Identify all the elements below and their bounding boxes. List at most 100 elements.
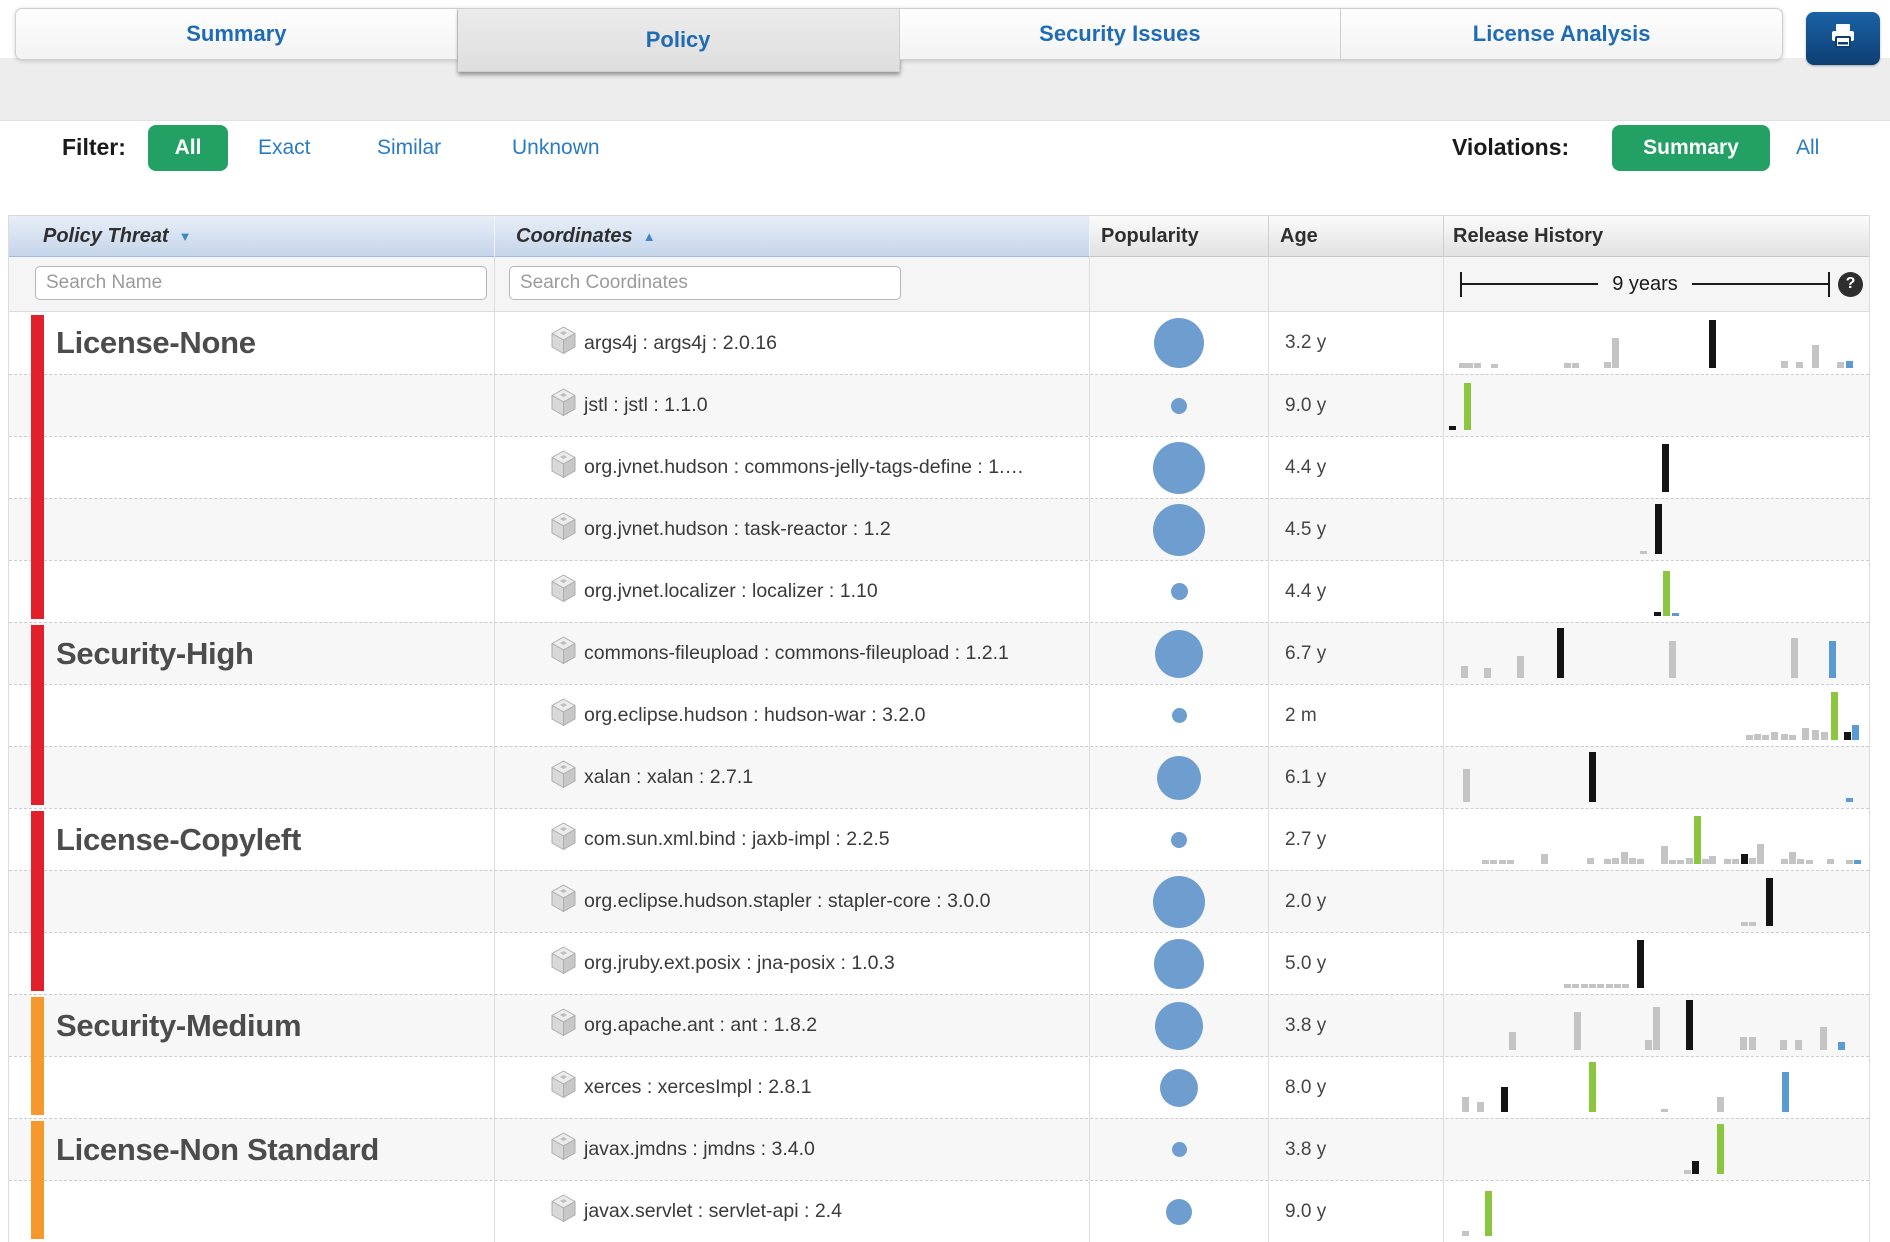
tab-policy[interactable]: Policy: [457, 8, 900, 72]
table-row[interactable]: org.eclipse.hudson : hudson-war : 3.2.0 2…: [9, 684, 1869, 746]
column-header-age[interactable]: Age: [1269, 216, 1444, 257]
table-row[interactable]: xalan : xalan : 2.7.1 6.1 y: [9, 746, 1869, 808]
table-search-row: 9 years ?: [9, 257, 1869, 312]
scale-line-left: [1462, 283, 1599, 285]
print-button[interactable]: [1806, 12, 1880, 65]
table-row[interactable]: org.jruby.ext.posix : jna-posix : 1.0.3 5…: [9, 932, 1869, 994]
policy-threat-group-label: Security-High: [56, 635, 254, 671]
search-coordinates-input[interactable]: [509, 266, 901, 300]
search-name-input[interactable]: [35, 266, 487, 300]
coordinate-text: commons-fileupload : commons-fileupload …: [584, 642, 1009, 664]
release-bar: [1702, 859, 1709, 864]
age-cell: 2.0 y: [1269, 871, 1444, 932]
filter-unknown-link[interactable]: Unknown: [512, 136, 600, 159]
release-history-cell: [1444, 1057, 1869, 1118]
release-bar: [1746, 735, 1753, 740]
coordinate-cell[interactable]: com.sun.xml.bind : jaxb-impl : 2.2.5: [495, 809, 1090, 870]
filter-exact-link[interactable]: Exact: [258, 136, 311, 159]
release-bar: [1640, 551, 1647, 554]
coordinate-cell[interactable]: commons-fileupload : commons-fileupload …: [495, 623, 1090, 684]
table-row[interactable]: org.eclipse.hudson.stapler : stapler-cor…: [9, 870, 1869, 932]
release-bar: [1449, 426, 1456, 430]
package-icon: [550, 450, 577, 485]
coordinate-text: jstl : jstl : 1.1.0: [584, 394, 708, 416]
table-row[interactable]: org.jvnet.hudson : task-reactor : 1.2 4.5…: [9, 498, 1869, 560]
release-bar: [1717, 1097, 1724, 1112]
coordinate-cell[interactable]: org.eclipse.hudson : hudson-war : 3.2.0: [495, 685, 1090, 746]
policy-threat-cell: [9, 933, 495, 994]
policy-threat-group-label: Security-Medium: [56, 1007, 302, 1043]
violations-all-link[interactable]: All: [1796, 136, 1820, 159]
release-history-cell: [1444, 437, 1869, 498]
report-tabbar: Summary Policy Security Issues License A…: [15, 8, 1783, 72]
release-bar: [1574, 1012, 1581, 1050]
table-row[interactable]: org.jvnet.localizer : localizer : 1.10 4.…: [9, 560, 1869, 622]
age-cell: 4.5 y: [1269, 499, 1444, 560]
coordinate-cell[interactable]: org.jvnet.hudson : task-reactor : 1.2: [495, 499, 1090, 560]
sort-desc-icon: ▼: [178, 228, 192, 244]
release-bar: [1669, 641, 1676, 678]
release-bar: [1589, 752, 1596, 802]
coordinate-cell[interactable]: javax.jmdns : jmdns : 3.4.0: [495, 1119, 1090, 1180]
coordinate-cell[interactable]: javax.servlet : servlet-api : 2.4: [495, 1181, 1090, 1242]
violations-summary-button[interactable]: Summary: [1612, 125, 1770, 171]
popularity-bubble: [1171, 397, 1187, 414]
coordinate-cell[interactable]: jstl : jstl : 1.1.0: [495, 375, 1090, 436]
table-row[interactable]: javax.servlet : servlet-api : 2.4 9.0 y: [9, 1180, 1869, 1242]
release-history-cell: [1444, 499, 1869, 560]
release-bar: [1781, 361, 1788, 368]
release-bar: [1462, 1231, 1469, 1236]
help-icon[interactable]: ?: [1838, 271, 1863, 297]
release-bar: [1604, 362, 1611, 368]
popularity-bubble: [1171, 1142, 1187, 1157]
release-bar: [1781, 734, 1788, 740]
release-bar: [1589, 1062, 1596, 1112]
tab-summary[interactable]: Summary: [15, 8, 458, 60]
tab-license-analysis[interactable]: License Analysis: [1341, 8, 1783, 60]
release-bar: [1686, 1000, 1693, 1050]
release-bar: [1564, 984, 1571, 988]
column-header-coordinates[interactable]: Coordinates ▲: [495, 216, 1090, 257]
release-bar: [1661, 1109, 1668, 1112]
table-row[interactable]: jstl : jstl : 1.1.0 9.0 y: [9, 374, 1869, 436]
table-row[interactable]: Security-Medium org.apache.ant : ant : 1.…: [9, 994, 1869, 1056]
coordinate-cell[interactable]: org.eclipse.hudson.stapler : stapler-cor…: [495, 871, 1090, 932]
coordinate-cell[interactable]: org.apache.ant : ant : 1.8.2: [495, 995, 1090, 1056]
release-history-scale: 9 years ?: [1444, 257, 1869, 311]
release-bar: [1749, 858, 1756, 864]
popularity-cell: [1090, 499, 1269, 560]
coordinate-cell[interactable]: org.jvnet.localizer : localizer : 1.10: [495, 561, 1090, 622]
tab-security-issues[interactable]: Security Issues: [899, 8, 1342, 60]
package-icon: [550, 1194, 577, 1229]
release-bar: [1686, 858, 1693, 864]
filter-all-button[interactable]: All: [148, 125, 228, 171]
release-bar: [1831, 692, 1838, 740]
threat-level-bar: [31, 811, 44, 991]
table-body: License-None args4j : args4j : 2.0.16 3.2 …: [9, 312, 1869, 1242]
release-bar: [1557, 628, 1564, 678]
coordinate-cell[interactable]: xerces : xercesImpl : 2.8.1: [495, 1057, 1090, 1118]
coordinate-cell[interactable]: args4j : args4j : 2.0.16: [495, 312, 1090, 374]
table-row[interactable]: License-Non Standard javax.jmdns : jmdns …: [9, 1118, 1869, 1180]
coordinate-cell[interactable]: xalan : xalan : 2.7.1: [495, 747, 1090, 808]
column-header-popularity[interactable]: Popularity: [1090, 216, 1269, 257]
coordinate-cell[interactable]: org.jvnet.hudson : commons-jelly-tags-de…: [495, 437, 1090, 498]
table-row[interactable]: Security-High commons-fileupload : common…: [9, 622, 1869, 684]
policy-threat-cell: [9, 685, 495, 746]
filter-similar-link[interactable]: Similar: [377, 136, 442, 159]
age-cell: 9.0 y: [1269, 375, 1444, 436]
column-header-release-history[interactable]: Release History: [1444, 216, 1869, 257]
coordinate-text: org.jruby.ext.posix : jna-posix : 1.0.3: [584, 952, 895, 974]
release-bar: [1694, 816, 1701, 864]
coordinate-cell[interactable]: org.jruby.ext.posix : jna-posix : 1.0.3: [495, 933, 1090, 994]
release-history-cell: [1444, 375, 1869, 436]
table-row[interactable]: License-Copyleft com.sun.xml.bind : jaxb-…: [9, 808, 1869, 870]
table-row[interactable]: License-None args4j : args4j : 2.0.16 3.2 …: [9, 312, 1869, 374]
column-header-policy-threat[interactable]: Policy Threat ▼: [9, 216, 495, 257]
package-icon: [550, 1132, 577, 1167]
release-bar: [1587, 858, 1594, 864]
coordinate-text: org.jvnet.localizer : localizer : 1.10: [584, 580, 878, 602]
release-bar: [1459, 363, 1466, 368]
table-row[interactable]: xerces : xercesImpl : 2.8.1 8.0 y: [9, 1056, 1869, 1118]
table-row[interactable]: org.jvnet.hudson : commons-jelly-tags-de…: [9, 436, 1869, 498]
